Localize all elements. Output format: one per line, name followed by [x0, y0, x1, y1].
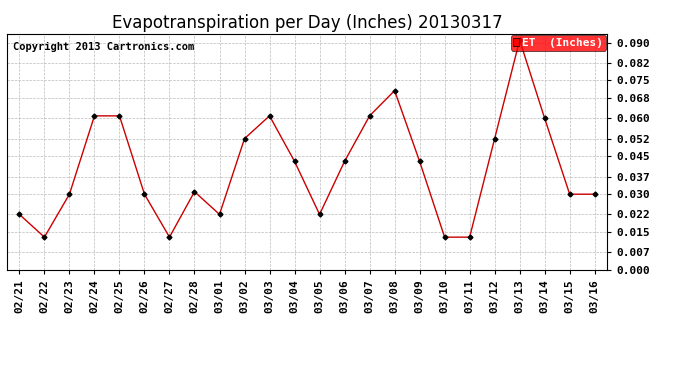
- Title: Evapotranspiration per Day (Inches) 20130317: Evapotranspiration per Day (Inches) 2013…: [112, 14, 502, 32]
- Legend: ET  (Inches): ET (Inches): [511, 35, 606, 51]
- Text: Copyright 2013 Cartronics.com: Copyright 2013 Cartronics.com: [13, 42, 194, 52]
